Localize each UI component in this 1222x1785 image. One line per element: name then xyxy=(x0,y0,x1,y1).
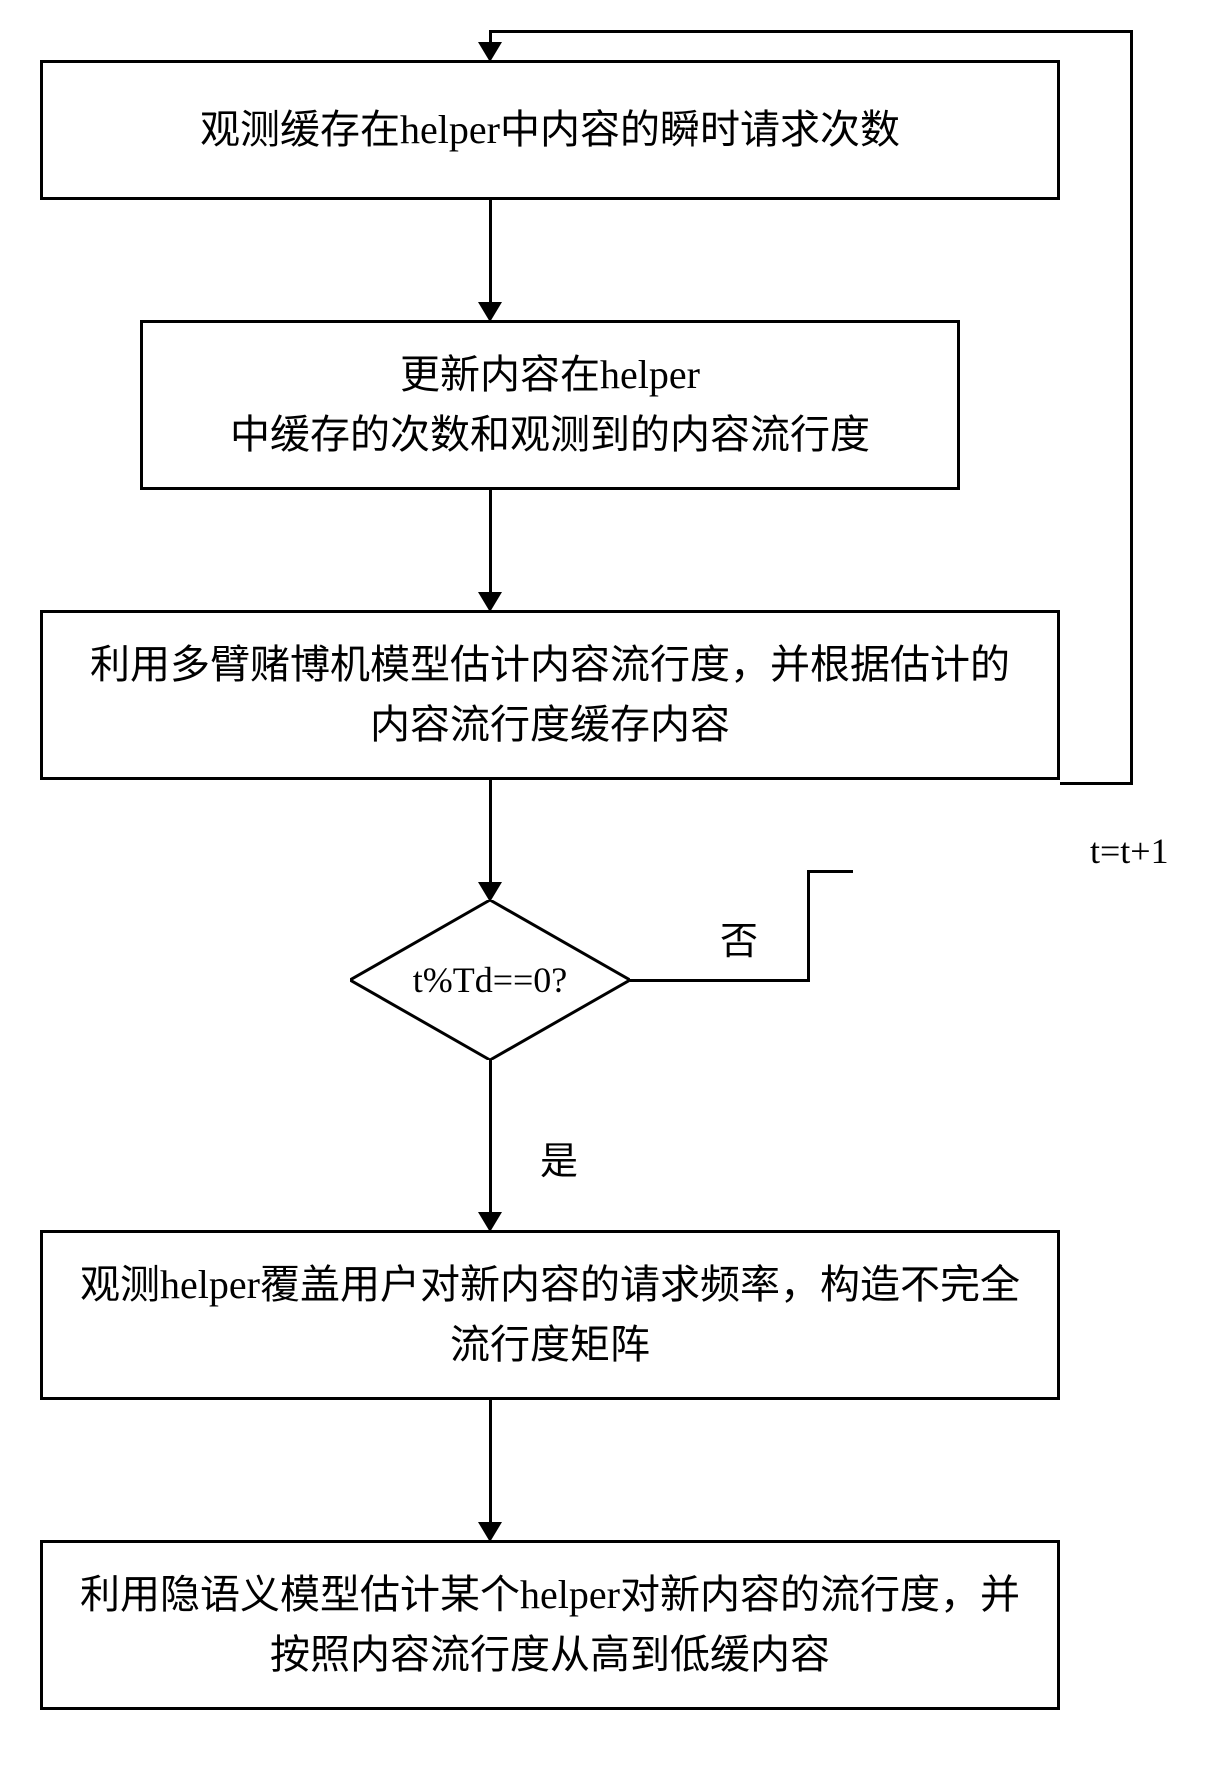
box5-text: 利用隐语义模型估计某个helper对新内容的流行度，并按照内容流行度从高到低缓内… xyxy=(73,1565,1027,1685)
loop-v xyxy=(1130,30,1133,785)
arrowhead-3-d xyxy=(478,882,502,902)
no-v-small xyxy=(807,870,810,982)
label-increment: t=t+1 xyxy=(1090,830,1169,872)
box-multi-armed-bandit: 利用多臂赌博机模型估计内容流行度，并根据估计的内容流行度缓存内容 xyxy=(40,610,1060,780)
no-elbow-v xyxy=(850,870,853,873)
decision-diamond: t%Td==0? xyxy=(350,900,630,1060)
arrow-d-4 xyxy=(489,1060,492,1215)
loop-h-top xyxy=(490,30,1133,33)
decision-text: t%Td==0? xyxy=(413,959,568,1001)
arrowhead-2-3 xyxy=(478,592,502,612)
box1-text: 观测缓存在helper中内容的瞬时请求次数 xyxy=(200,100,900,160)
no-h-small xyxy=(807,870,852,873)
arrow-4-5 xyxy=(489,1400,492,1525)
flowchart-container: 观测缓存在helper中内容的瞬时请求次数 更新内容在helper 中缓存的次数… xyxy=(0,0,1222,1785)
arrow-3-d xyxy=(489,780,492,885)
arrowhead-1-2 xyxy=(478,302,502,322)
box-observe-new-content: 观测helper覆盖用户对新内容的请求频率，构造不完全流行度矩阵 xyxy=(40,1230,1060,1400)
arrow-2-3 xyxy=(489,490,492,595)
box-latent-semantic: 利用隐语义模型估计某个helper对新内容的流行度，并按照内容流行度从高到低缓内… xyxy=(40,1540,1060,1710)
arrowhead-d-4 xyxy=(478,1212,502,1232)
box2-text: 更新内容在helper 中缓存的次数和观测到的内容流行度 xyxy=(230,345,870,465)
loop-h-bottom xyxy=(1060,782,1133,785)
arrowhead-loop xyxy=(478,42,502,62)
no-h1 xyxy=(630,979,810,982)
arrow-1-2 xyxy=(489,200,492,305)
box-observe-requests: 观测缓存在helper中内容的瞬时请求次数 xyxy=(40,60,1060,200)
arrowhead-4-5 xyxy=(478,1522,502,1542)
label-no: 否 xyxy=(720,910,758,965)
box4-text: 观测helper覆盖用户对新内容的请求频率，构造不完全流行度矩阵 xyxy=(73,1255,1027,1375)
box3-text: 利用多臂赌博机模型估计内容流行度，并根据估计的内容流行度缓存内容 xyxy=(73,635,1027,755)
label-yes: 是 xyxy=(540,1130,578,1185)
box-update-counts: 更新内容在helper 中缓存的次数和观测到的内容流行度 xyxy=(140,320,960,490)
